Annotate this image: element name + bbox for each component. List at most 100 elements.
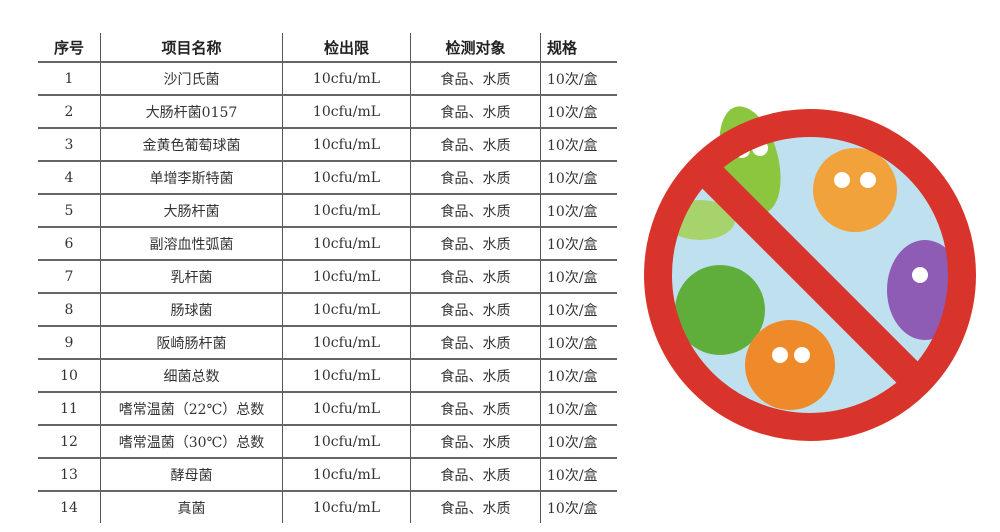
table-cell: 10cfu/mL (282, 491, 411, 523)
table-row: 1 沙门氏菌 10cfu/mL 食品、水质 10次/盒 (38, 62, 617, 96)
column-header: 检测对象 (410, 33, 541, 63)
table-cell: 金黄色葡萄球菌 (100, 128, 283, 162)
table-row: 5 大肠杆菌 10cfu/mL 食品、水质 10次/盒 (38, 194, 617, 228)
column-header: 检出限 (282, 33, 411, 63)
eye (794, 347, 810, 363)
table-cell: 9 (38, 326, 101, 360)
prohibition-bar (694, 159, 926, 391)
table-cell: 5 (38, 194, 101, 228)
table-cell: 10 (38, 359, 101, 393)
table-cell: 11 (38, 392, 101, 426)
table-row: 11 嗜常温菌（22℃）总数 10cfu/mL 食品、水质 10次/盒 (38, 392, 617, 426)
table-cell: 嗜常温菌（30℃）总数 (100, 425, 283, 459)
eye (772, 347, 788, 363)
table-cell: 10次/盒 (540, 458, 617, 492)
table-cell: 1 (38, 62, 101, 96)
table-cell: 嗜常温菌（22℃）总数 (100, 392, 283, 426)
table-cell: 10次/盒 (540, 62, 617, 96)
table-cell: 食品、水质 (410, 95, 541, 129)
table-row: 12 嗜常温菌（30℃）总数 10cfu/mL 食品、水质 10次/盒 (38, 425, 617, 459)
table-cell: 食品、水质 (410, 260, 541, 294)
table-cell: 酵母菌 (100, 458, 283, 492)
table-cell: 14 (60, 499, 78, 516)
table-row: 8 肠球菌 10cfu/mL 食品、水质 10次/盒 (38, 293, 617, 327)
table-row: 9 阪崎肠杆菌 10cfu/mL 食品、水质 10次/盒 (38, 326, 617, 360)
table-cell: 10cfu/mL (282, 128, 411, 162)
table-cell: 食品、水质 (410, 62, 541, 96)
table-cell: 10cfu/mL (282, 458, 411, 492)
table-cell: 单增李斯特菌 (100, 161, 283, 195)
table-cell: 真菌 (100, 491, 283, 523)
table-cell: 食品、水质 (410, 194, 541, 228)
eye (860, 172, 876, 188)
table-cell: 10cfu/mL (282, 62, 411, 96)
table-row: 4 单增李斯特菌 10cfu/mL 食品、水质 10次/盒 (38, 161, 617, 195)
table-cell: 10次/盒 (540, 161, 617, 195)
table-row: 2 大肠杆菌0157 10cfu/mL 食品、水质 10次/盒 (38, 95, 617, 129)
table-row: 3 金黄色葡萄球菌 10cfu/mL 食品、水质 10次/盒 (38, 128, 617, 162)
table-cell: 食品、水质 (410, 227, 541, 261)
table-cell: 大肠杆菌0157 (100, 95, 283, 129)
table-cell: 10次/盒 (540, 260, 617, 294)
eye (912, 267, 928, 283)
table-cell: 肠球菌 (100, 293, 283, 327)
table-cell: 10次/盒 (540, 392, 617, 426)
table-cell: 10次/盒 (540, 359, 617, 393)
table-header-row: 序号 项目名称 检出限 检测对象 规格 (38, 33, 617, 63)
eye (834, 172, 850, 188)
prohibition-ring (644, 109, 976, 441)
table-cell: 10cfu/mL (282, 227, 411, 261)
table-cell: 食品、水质 (410, 293, 541, 327)
table-cell: 10次/盒 (540, 326, 617, 360)
table-cell: 10cfu/mL (282, 359, 411, 393)
column-header: 规格 (540, 33, 617, 63)
table-cell: 大肠杆菌 (100, 194, 283, 228)
table-cell: 10cfu/mL (282, 392, 411, 426)
table-cell: 乳杆菌 (100, 260, 283, 294)
table-cell: 10cfu/mL (282, 95, 411, 129)
table-cell: 细菌总数 (100, 359, 283, 393)
table-cell: 副溶血性弧菌 (100, 227, 283, 261)
table-cell: 食品、水质 (410, 326, 541, 360)
table-row: 7 乳杆菌 10cfu/mL 食品、水质 10次/盒 (38, 260, 617, 294)
table-cell: 10次/盒 (540, 227, 617, 261)
table-cell: 8 (38, 293, 101, 327)
table-cell: 10次/盒 (540, 491, 617, 523)
table-cell: 食品、水质 (410, 425, 541, 459)
table-cell: 食品、水质 (410, 491, 541, 523)
table-cell: 3 (38, 128, 101, 162)
table-cell: 10次/盒 (540, 425, 617, 459)
table-cell: 10cfu/mL (282, 293, 411, 327)
table-cell: 食品、水质 (410, 359, 541, 393)
no-bacteria-sign-icon (644, 106, 976, 441)
table-cell: 10次/盒 (540, 95, 617, 129)
table-row: 14 真菌 10cfu/mL 食品、水质 10次/盒 (38, 491, 617, 523)
orange-bacterium (813, 148, 897, 232)
table-row: 10 细菌总数 10cfu/mL 食品、水质 10次/盒 (38, 359, 617, 393)
green-virus (675, 265, 765, 355)
table-cell: 10次/盒 (540, 293, 617, 327)
test-items-table: 序号 项目名称 检出限 检测对象 规格 1 沙门氏菌 10cfu/mL 食品、水质 10次/盒 2… (38, 33, 617, 523)
table-cell: 食品、水质 (410, 161, 541, 195)
orange-virus (745, 320, 835, 410)
table-cell: 沙门氏菌 (100, 62, 283, 96)
table-cell: 10次/盒 (540, 194, 617, 228)
table-cell: 10cfu/mL (282, 326, 411, 360)
table-cell: 10cfu/mL (282, 194, 411, 228)
table-cell: 7 (38, 260, 101, 294)
column-header: 项目名称 (100, 33, 283, 63)
table-cell: 10次/盒 (540, 128, 617, 162)
table-cell: 12 (38, 425, 101, 459)
table-cell: 4 (38, 161, 101, 195)
table-row: 13 酵母菌 10cfu/mL 食品、水质 10次/盒 (38, 458, 617, 492)
table-cell: 10cfu/mL (282, 161, 411, 195)
table-row: 6 副溶血性弧菌 10cfu/mL 食品、水质 10次/盒 (38, 227, 617, 261)
table-cell: 食品、水质 (410, 392, 541, 426)
table-cell: 13 (38, 458, 101, 492)
table-cell: 食品、水质 (410, 128, 541, 162)
table-cell: 2 (38, 95, 101, 129)
table-cell: 10cfu/mL (282, 425, 411, 459)
table-cell: 10cfu/mL (282, 260, 411, 294)
column-header: 序号 (38, 33, 101, 63)
table-cell: 6 (38, 227, 101, 261)
